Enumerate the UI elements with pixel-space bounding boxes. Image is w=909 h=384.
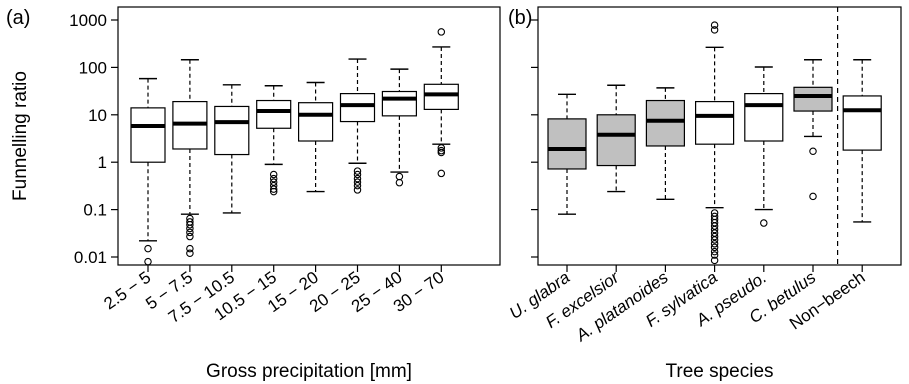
y-tick-label: 10 <box>88 106 107 125</box>
box-5 <box>744 66 784 227</box>
outlier-point <box>186 249 194 257</box>
outlier-point <box>710 236 719 244</box>
outlier-point <box>437 144 446 152</box>
outlier-point <box>710 26 719 34</box>
outlier-point <box>269 174 278 183</box>
box-2 <box>172 59 208 257</box>
outlier-point <box>710 243 719 252</box>
box-iqr <box>423 83 459 110</box>
outlier-point <box>186 228 194 237</box>
outlier-point <box>710 251 719 259</box>
box-iqr <box>130 107 166 163</box>
box-iqr <box>339 93 376 123</box>
outlier-point <box>353 170 362 179</box>
x-tick-label: 2.5 − 5 <box>100 268 154 314</box>
outlier-point <box>395 172 404 181</box>
box-3 <box>214 84 250 214</box>
y-tick-label: 1 <box>98 153 107 172</box>
panel-label: (b) <box>508 7 532 29</box>
outlier-point <box>710 247 719 256</box>
outlier-point <box>186 232 194 241</box>
box-iqr <box>645 99 686 147</box>
outlier-point <box>269 185 278 193</box>
x-axis-label: Gross precipitation [mm] <box>206 361 412 382</box>
outlier-point <box>809 192 817 201</box>
outlier-point <box>710 21 719 29</box>
box-6 <box>339 58 376 194</box>
outlier-point <box>710 240 719 248</box>
outlier-point <box>269 178 278 186</box>
box-iqr <box>842 95 882 151</box>
box-7 <box>842 59 882 223</box>
box-iqr <box>547 118 587 170</box>
outlier-point <box>269 187 278 196</box>
box-iqr <box>256 99 292 129</box>
box-iqr <box>793 86 833 112</box>
x-axis-label: Tree species <box>665 361 773 382</box>
plot-frame <box>117 6 501 266</box>
box-4 <box>256 85 292 196</box>
outlier-point <box>353 181 362 190</box>
panel-a: (a) 0.01 0.1 1 10 100 1000 Funnelling ratio Gros… <box>6 6 501 382</box>
outlier-point <box>760 219 768 227</box>
outlier-point <box>353 178 362 186</box>
outlier-point <box>809 147 817 156</box>
outlier-point <box>437 148 446 157</box>
box-2 <box>596 84 636 193</box>
outlier-point <box>353 186 362 194</box>
box-iqr <box>298 102 334 142</box>
box-1 <box>547 93 587 215</box>
box-3 <box>645 87 686 200</box>
y-tick-label: 1000 <box>69 11 107 30</box>
box-iqr <box>744 93 784 142</box>
outlier-point <box>710 232 719 241</box>
panel-label: (a) <box>6 7 30 29</box>
outlier-point <box>353 167 362 175</box>
y-tick-label: 100 <box>79 58 107 77</box>
box-iqr <box>596 114 636 167</box>
box-4 <box>694 21 735 265</box>
outlier-point <box>710 222 719 230</box>
outlier-point <box>186 244 194 253</box>
y-tick-label: 0.01 <box>74 248 107 267</box>
outlier-point <box>437 28 446 36</box>
outlier-point <box>395 178 404 187</box>
outlier-point <box>186 224 194 233</box>
box-6 <box>793 59 833 201</box>
y-axis-label: Funnelling ratio <box>10 71 31 201</box>
box-iqr <box>214 105 250 156</box>
outlier-point <box>710 256 719 265</box>
box-5 <box>298 81 334 193</box>
plot-frame <box>537 6 902 266</box>
y-tick-label: 0.1 <box>83 201 107 220</box>
outlier-point <box>710 225 719 234</box>
box-iqr <box>694 100 735 145</box>
outlier-point <box>353 174 362 183</box>
box-1 <box>130 77 166 266</box>
box-7 <box>381 68 417 187</box>
outlier-point <box>269 170 278 179</box>
box-8 <box>423 28 459 178</box>
outlier-point <box>437 169 446 178</box>
outlier-point <box>186 220 194 229</box>
outlier-point <box>144 257 152 266</box>
box-iqr <box>381 90 417 117</box>
outlier-point <box>144 244 152 253</box>
